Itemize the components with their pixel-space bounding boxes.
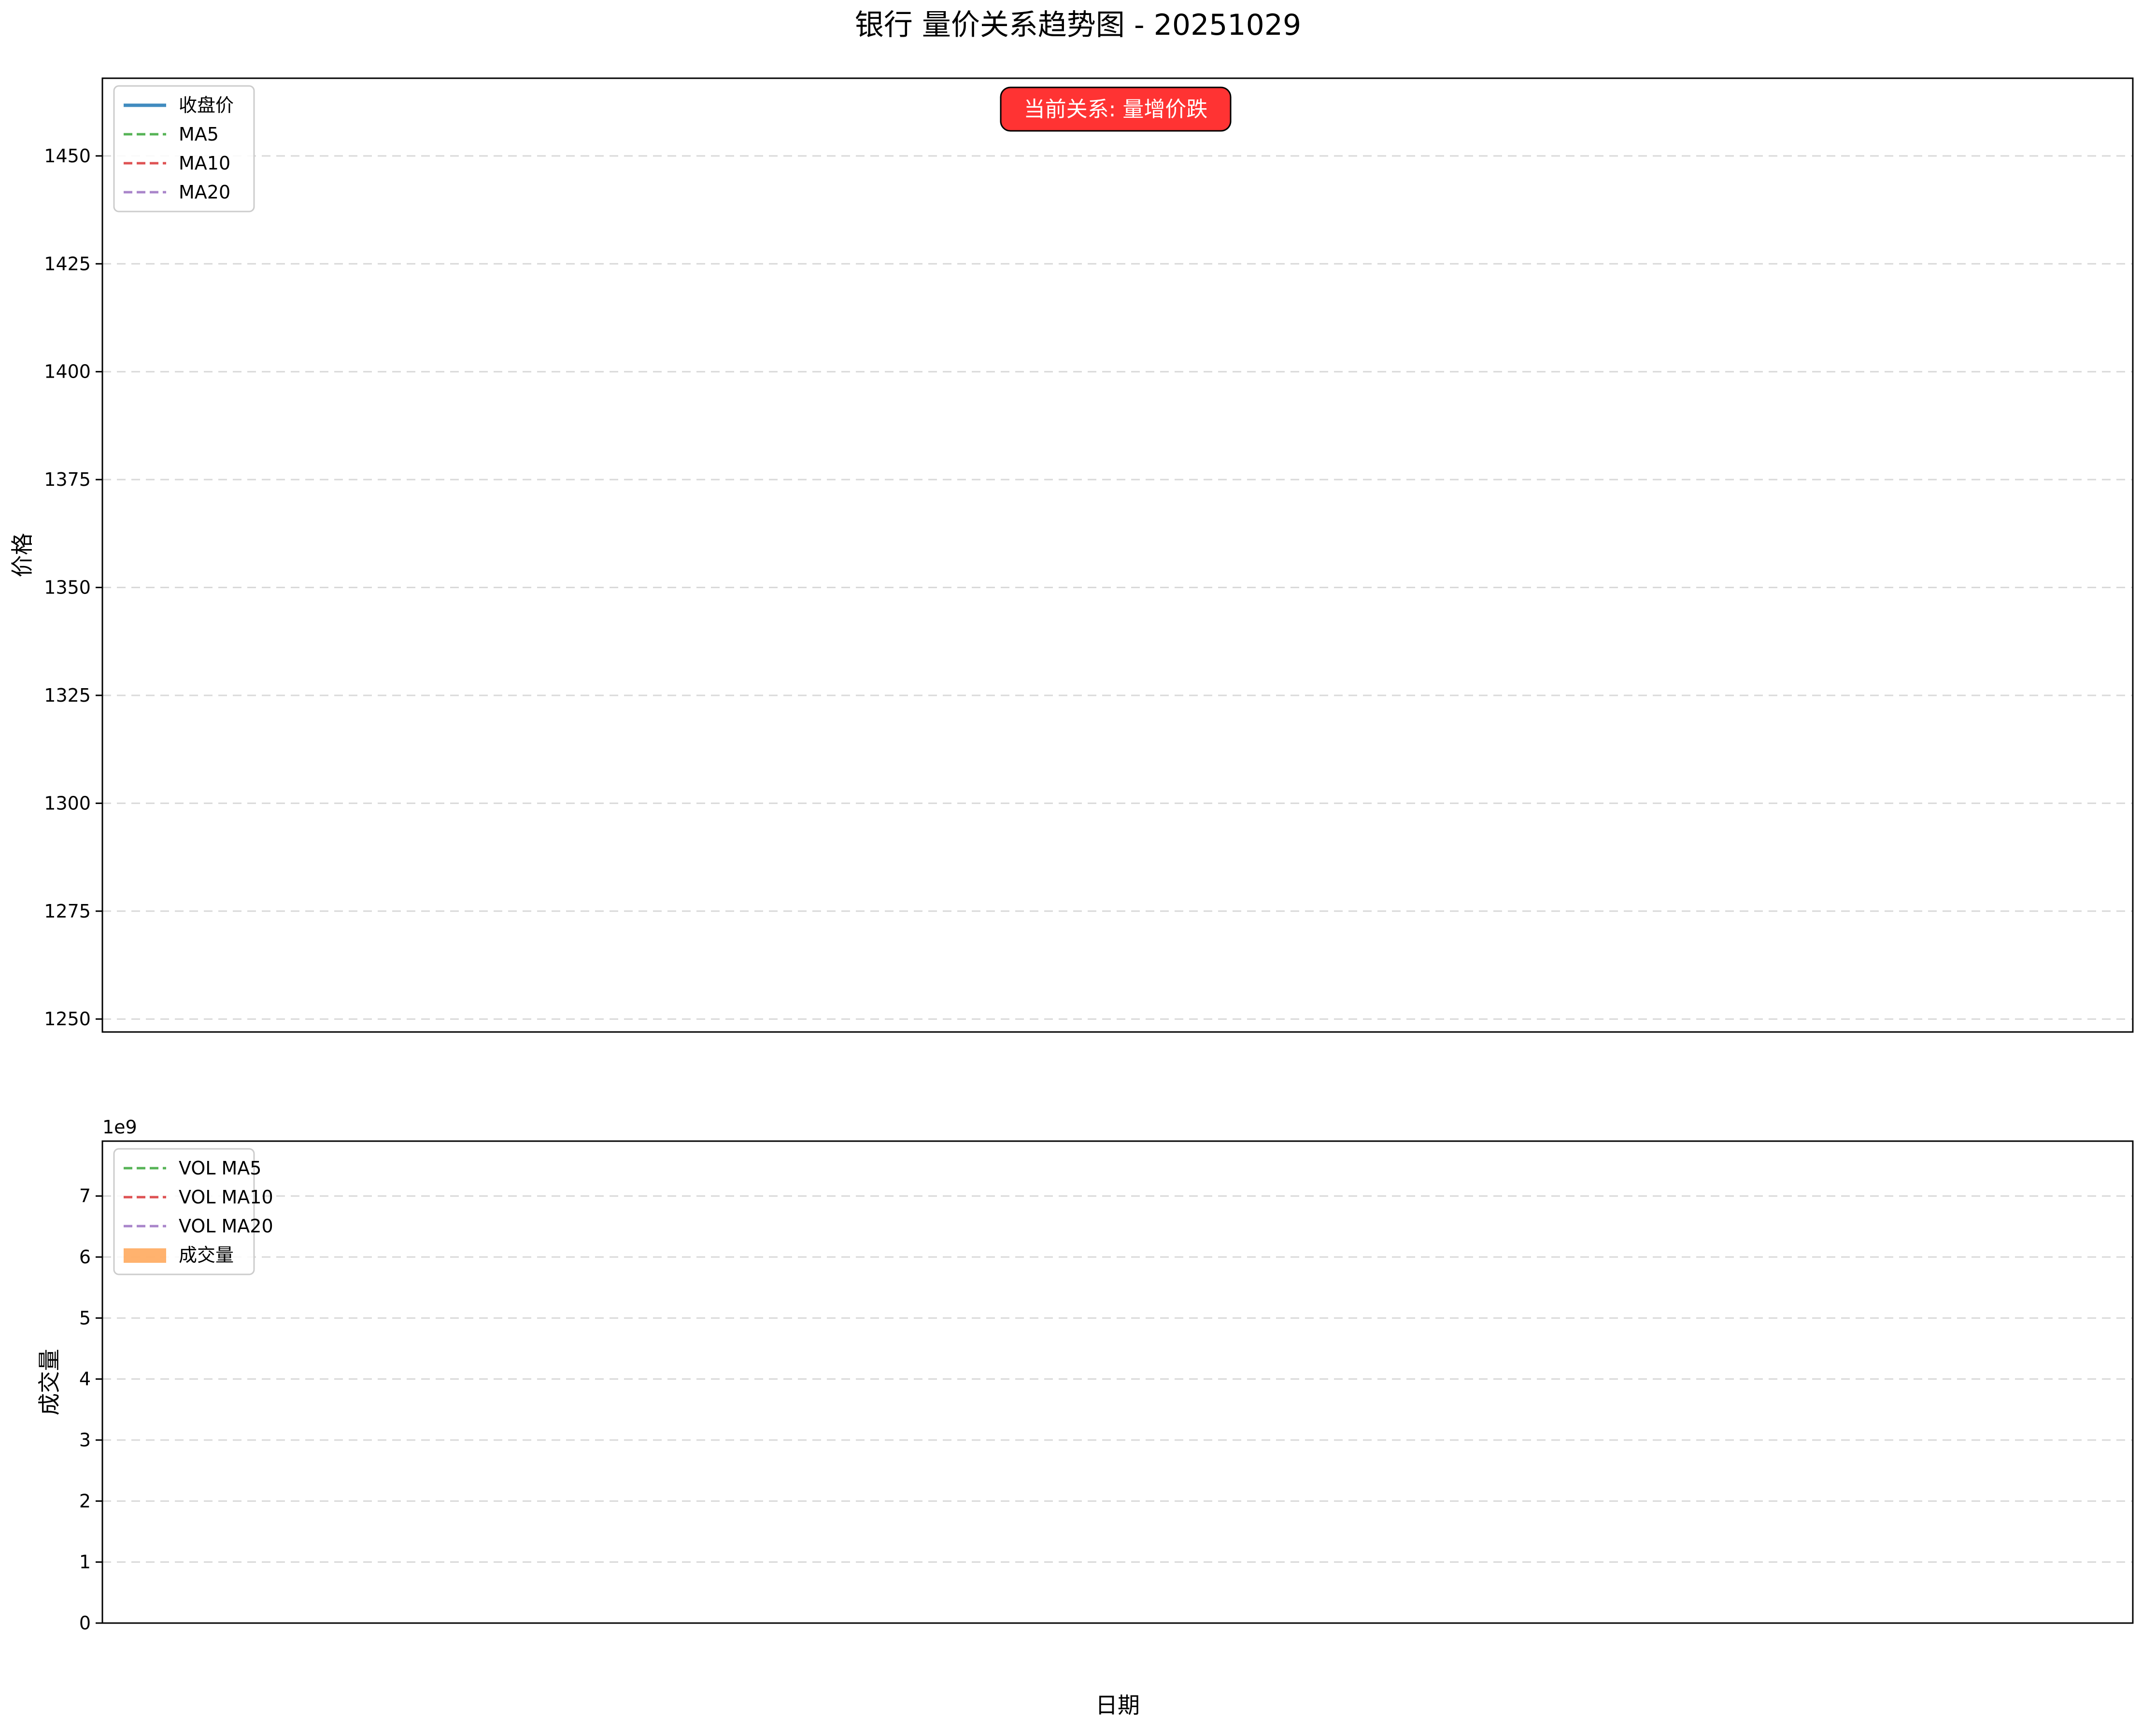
relation-badge: 当前关系: 量增价跌 <box>1000 86 1232 132</box>
y-tick-label: 1450 <box>44 145 91 167</box>
y-axis-label: 成交量 <box>36 1349 62 1415</box>
legend: 收盘价 MA5 MA10 MA20 <box>113 85 255 212</box>
legend-label: MA5 <box>179 124 219 145</box>
chart-title: 银行 量价关系趋势图 - 20251029 <box>855 8 1301 42</box>
legend: VOL MA5 VOL MA10 VOL MA20 成交量 <box>113 1148 273 1275</box>
y-tick-label: 1350 <box>44 577 91 598</box>
y-tick-label: 7 <box>79 1186 91 1207</box>
y-tick-label: 1325 <box>44 685 91 706</box>
x-axis-label: 日期 <box>1095 1692 1140 1718</box>
legend-swatch <box>124 1248 166 1263</box>
y-axis-label: 价格 <box>9 533 35 578</box>
legend-box <box>113 1148 255 1275</box>
legend-label: MA20 <box>179 182 230 203</box>
y-tick-label: 1250 <box>44 1008 91 1030</box>
y-tick-label: 3 <box>79 1429 91 1451</box>
y-tick-label: 1400 <box>44 361 91 382</box>
annotation: 当前关系: 量增价跌 <box>1024 97 1208 122</box>
plot-frame <box>101 77 2134 1033</box>
badge-bg <box>1000 86 1232 132</box>
legend-label: 收盘价 <box>179 95 234 116</box>
y-tick-label: 1425 <box>44 253 91 274</box>
panel-2: 06-2907-0707-1507-2307-3108-0808-1608-24… <box>36 1116 2134 1718</box>
y-tick-label: 1300 <box>44 792 91 814</box>
y-scale-label: 1e9 <box>102 1116 137 1138</box>
y-tick-label: 0 <box>79 1612 91 1634</box>
y-tick-label: 1275 <box>44 901 91 922</box>
y-tick-label: 1375 <box>44 469 91 490</box>
y-tick-label: 4 <box>79 1369 91 1390</box>
legend-label: VOL MA20 <box>179 1215 273 1237</box>
y-tick-label: 6 <box>79 1246 91 1268</box>
panel-1: 07-0107-0907-1707-2508-0208-1008-1808-26… <box>9 77 2134 1033</box>
legend-box <box>113 85 255 212</box>
legend-label: 成交量 <box>179 1244 234 1266</box>
y-tick-label: 1 <box>79 1552 91 1573</box>
plot-frame <box>101 1140 2134 1624</box>
y-tick-label: 2 <box>79 1490 91 1512</box>
legend-label: MA10 <box>179 153 230 174</box>
y-tick-label: 5 <box>79 1307 91 1328</box>
legend-label: VOL MA10 <box>179 1187 273 1208</box>
legend-label: VOL MA5 <box>179 1158 261 1179</box>
